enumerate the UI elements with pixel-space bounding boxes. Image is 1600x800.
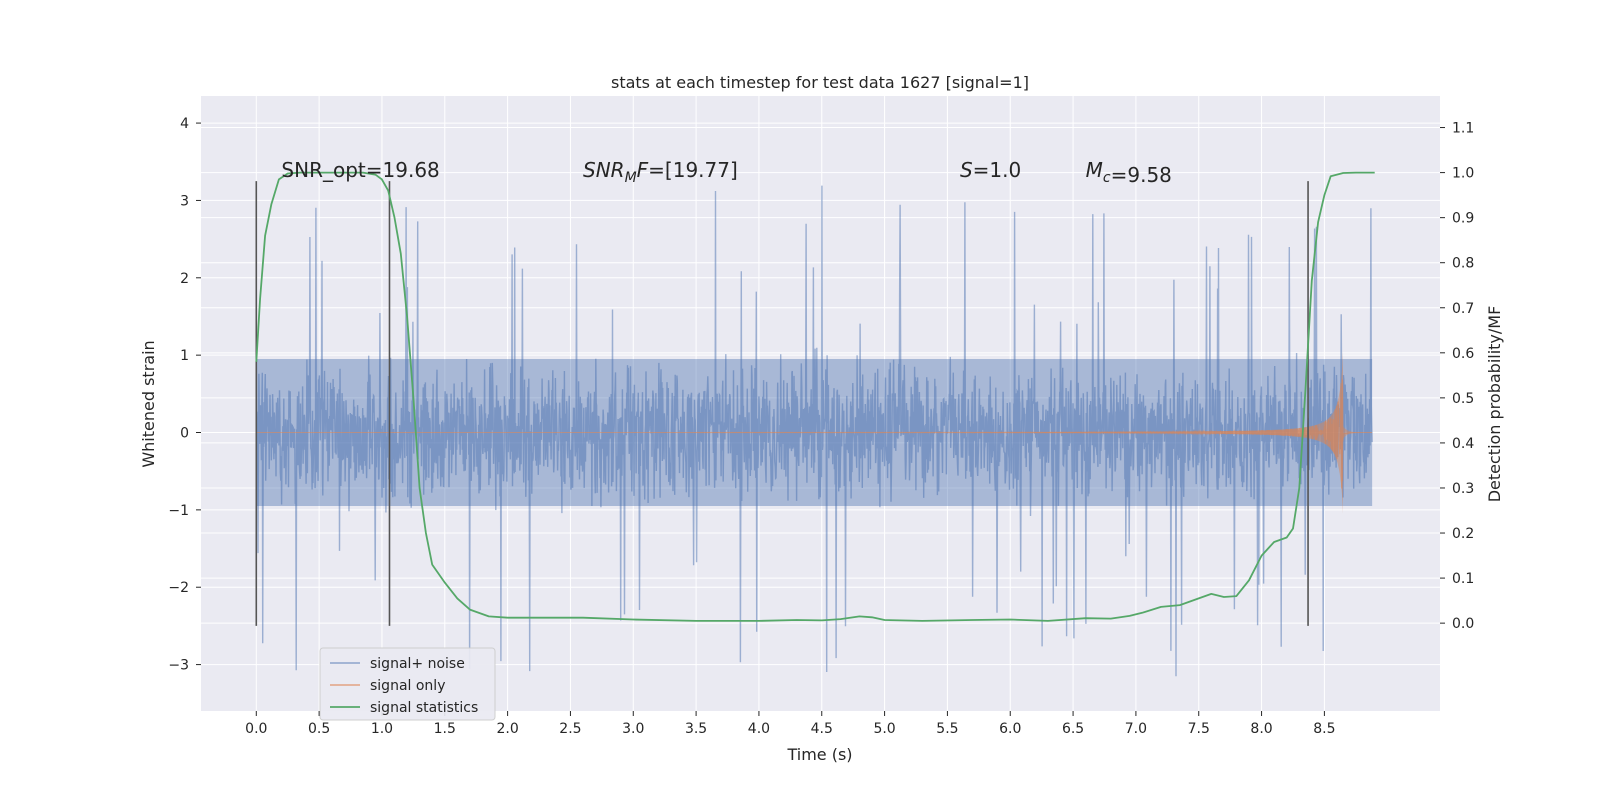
x-tick-label: 2.5 [559, 721, 581, 737]
vertical-lines [255, 181, 1309, 626]
right-y-tick-label: 0.9 [1452, 211, 1474, 227]
annotation-text: SNRMF=[19.77] [583, 158, 738, 186]
right-y-tick-label: 1.1 [1452, 121, 1474, 137]
x-tick-label: 4.0 [748, 721, 770, 737]
right-y-tick-label: 0.0 [1452, 616, 1474, 632]
x-axis-ticks: 0.0 0.5 1.0 1.5 2.0 2.5 3.0 3.5 4.0 4.5 5.0 5.5 6.0 6… [245, 711, 1336, 737]
chart-title: stats at each timestep for test data 162… [611, 73, 1029, 92]
legend-label-signal-only: signal only [370, 678, 445, 694]
x-tick-label: 0.5 [308, 721, 330, 737]
right-y-tick-label: 0.6 [1452, 346, 1474, 362]
left-y-tick-label: 4 [180, 116, 189, 132]
x-axis-label: Time (s) [786, 745, 852, 764]
x-tick-label: 7.5 [1188, 721, 1210, 737]
x-tick-label: 3.0 [622, 721, 644, 737]
legend: signal+ noise signal only signal statist… [319, 647, 496, 721]
left-y-axis-label: Whitened strain [139, 340, 158, 467]
left-y-tick-label: 0 [180, 426, 189, 442]
x-tick-label: 3.5 [685, 721, 707, 737]
x-tick-label: 4.5 [811, 721, 833, 737]
right-y-tick-label: 0.2 [1452, 526, 1474, 542]
x-tick-label: 6.5 [1062, 721, 1084, 737]
x-tick-label: 8.5 [1313, 721, 1335, 737]
x-tick-label: 2.0 [496, 721, 518, 737]
series-signal-only [256, 351, 1373, 514]
right-y-tick-label: 0.5 [1452, 391, 1474, 407]
x-tick-label: 7.0 [1125, 721, 1147, 737]
left-y-axis-ticks: −3 −2 −1 0 1 2 3 4 [168, 116, 201, 674]
annotation-text: S=1.0 [960, 158, 1021, 182]
right-y-axis-ticks: 0.0 0.1 0.2 0.3 0.4 0.5 0.6 0.7 0.8 0.9 1.0 1.1 [1440, 121, 1474, 632]
x-tick-label: 6.0 [999, 721, 1021, 737]
right-y-tick-label: 0.7 [1452, 301, 1474, 317]
left-y-tick-label: −1 [168, 503, 189, 519]
legend-label-signal-statistics: signal statistics [370, 700, 478, 716]
right-y-tick-label: 0.1 [1452, 571, 1474, 587]
signal-statistics-line [255, 171, 1375, 622]
right-y-tick-label: 0.8 [1452, 256, 1474, 272]
series-signal-statistics [255, 171, 1375, 622]
left-y-tick-label: −2 [168, 580, 189, 596]
left-y-tick-label: 2 [180, 271, 189, 287]
legend-label-signal-plus-noise: signal+ noise [370, 656, 465, 672]
x-tick-label: 8.0 [1250, 721, 1272, 737]
x-tick-label: 1.5 [434, 721, 456, 737]
right-y-tick-label: 0.3 [1452, 481, 1474, 497]
annotation-text: SNR_opt=19.68 [281, 158, 439, 182]
left-y-tick-label: 1 [180, 348, 189, 364]
x-tick-label: 0.0 [245, 721, 267, 737]
x-tick-label: 5.0 [873, 721, 895, 737]
left-y-tick-label: −3 [168, 658, 189, 674]
right-y-axis-label: Detection probability/MF [1485, 306, 1504, 503]
legend-box [319, 647, 496, 721]
right-y-tick-label: 0.4 [1452, 436, 1474, 452]
right-y-tick-label: 1.0 [1452, 166, 1474, 182]
x-tick-label: 1.0 [371, 721, 393, 737]
annotation-text: Mc=9.58 [1086, 158, 1172, 187]
left-y-tick-label: 3 [180, 193, 189, 209]
signal-only-line [256, 379, 1373, 489]
annotations: SNR_opt=19.68 SNRMF=[19.77] S=1.0 Mc=9.58 [281, 158, 1171, 187]
x-tick-label: 5.5 [936, 721, 958, 737]
signal-plus-noise-line [255, 185, 1373, 677]
